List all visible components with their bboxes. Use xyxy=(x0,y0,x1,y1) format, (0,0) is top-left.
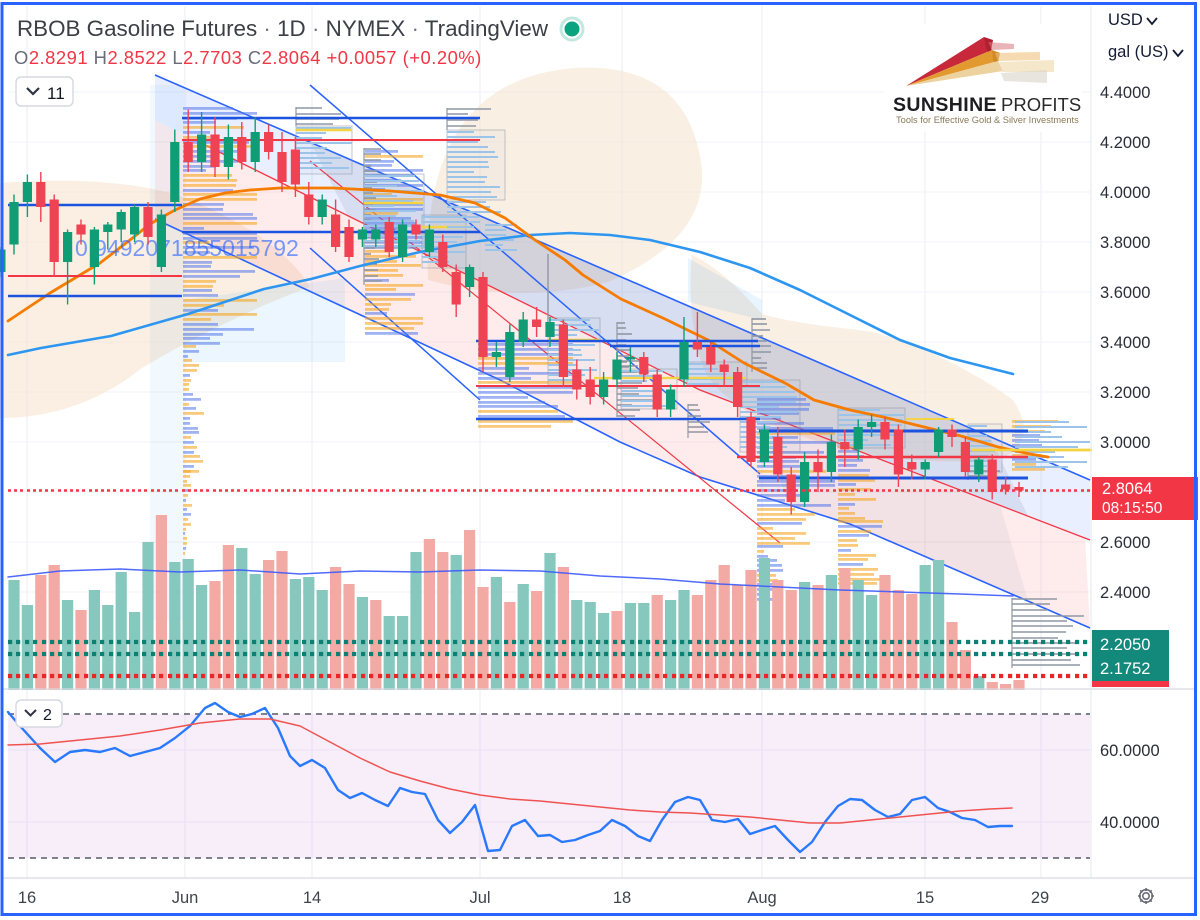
svg-text:18: 18 xyxy=(613,889,631,907)
svg-text:2.4000: 2.4000 xyxy=(1100,584,1150,602)
svg-text:14: 14 xyxy=(303,889,321,907)
svg-text:3.0000: 3.0000 xyxy=(1100,434,1150,452)
svg-text:15: 15 xyxy=(916,889,934,907)
svg-text:2: 2 xyxy=(43,707,52,724)
svg-text:2.1752: 2.1752 xyxy=(1100,660,1150,678)
svg-text:4.4000: 4.4000 xyxy=(1100,84,1150,102)
svg-text:gal (US): gal (US) xyxy=(1108,43,1169,61)
svg-text:60.0000: 60.0000 xyxy=(1100,742,1160,760)
svg-text:4.0000: 4.0000 xyxy=(1100,184,1150,202)
svg-text:16: 16 xyxy=(18,889,36,907)
svg-text:RBOB Gasoline Futures · 1D · N: RBOB Gasoline Futures · 1D · NYMEX · Tra… xyxy=(17,16,549,41)
svg-text:PROFITS: PROFITS xyxy=(1001,94,1081,115)
svg-text:3.4000: 3.4000 xyxy=(1100,334,1150,352)
svg-text:O2.8291 H2.8522 L2.7703 C2.806: O2.8291 H2.8522 L2.7703 C2.8064 +0.0057 … xyxy=(14,47,482,68)
svg-text:2.6000: 2.6000 xyxy=(1100,534,1150,552)
svg-text:29: 29 xyxy=(1031,889,1049,907)
svg-text:Jun: Jun xyxy=(172,889,199,907)
svg-text:Tools for Effective Gold & Sil: Tools for Effective Gold & Silver Invest… xyxy=(896,115,1079,125)
svg-text:11: 11 xyxy=(47,84,65,103)
svg-text:Jul: Jul xyxy=(469,889,490,907)
svg-text:SUNSHINE: SUNSHINE xyxy=(893,94,997,116)
svg-text:2.2050: 2.2050 xyxy=(1100,636,1150,654)
svg-text:3.2000: 3.2000 xyxy=(1100,384,1150,402)
svg-text:4.2000: 4.2000 xyxy=(1100,134,1150,152)
svg-text:Aug: Aug xyxy=(747,889,776,907)
svg-text:0.9492071855015792: 0.9492071855015792 xyxy=(75,235,299,261)
svg-text:USD: USD xyxy=(1108,11,1143,29)
svg-text:2.8064: 2.8064 xyxy=(1102,480,1152,498)
svg-text:08:15:50: 08:15:50 xyxy=(1102,500,1163,517)
svg-text:40.0000: 40.0000 xyxy=(1100,814,1160,832)
svg-text:3.8000: 3.8000 xyxy=(1100,234,1150,252)
svg-text:3.6000: 3.6000 xyxy=(1100,284,1150,302)
